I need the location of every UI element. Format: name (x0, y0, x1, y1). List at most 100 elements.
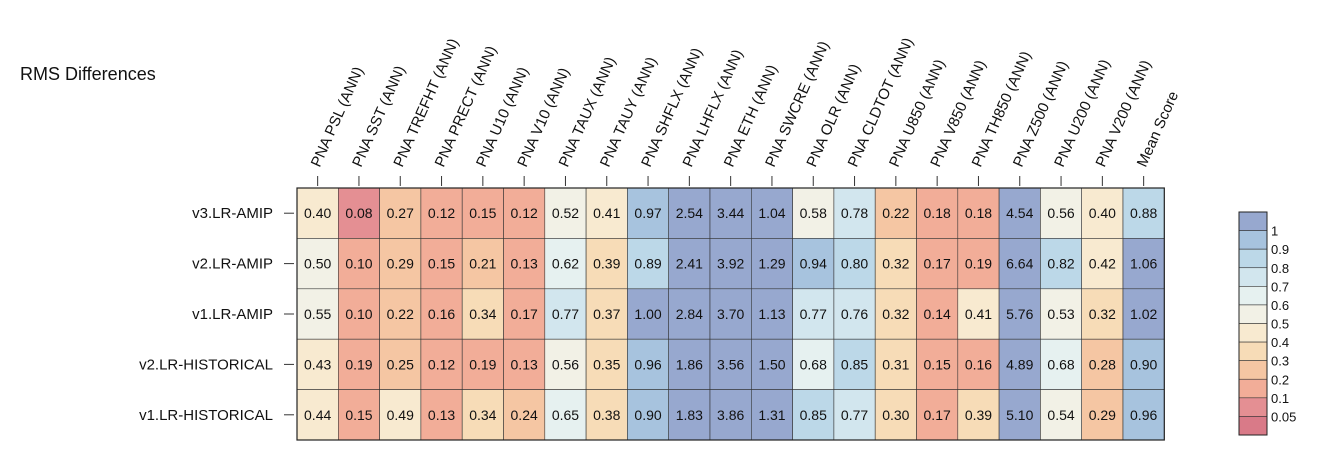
heatmap-cell (1081, 288, 1124, 340)
cell-value: 0.34 (469, 407, 496, 423)
cell-value: 0.54 (1047, 407, 1074, 423)
cell-value: 0.40 (304, 205, 331, 221)
cell-value: 0.38 (593, 407, 620, 423)
cell-value: 1.50 (758, 356, 785, 372)
cell-value: 0.32 (882, 256, 909, 272)
heatmap-cell (998, 238, 1041, 290)
heatmap-cell (296, 288, 339, 340)
cell-value: 1.04 (758, 205, 785, 221)
cell-value: 0.96 (634, 356, 661, 372)
heatmap-cell (503, 338, 546, 390)
colorbar-swatch (1238, 323, 1268, 343)
cell-value: 0.88 (1130, 205, 1157, 221)
cell-value: 0.17 (924, 256, 951, 272)
cell-value: 5.76 (1006, 306, 1033, 322)
cell-value: 0.13 (511, 356, 538, 372)
cell-value: 0.43 (304, 356, 331, 372)
cell-value: 0.13 (511, 256, 538, 272)
heatmap-cell (709, 389, 752, 441)
heatmap-cell (916, 288, 959, 340)
cell-value: 6.64 (1006, 256, 1033, 272)
column-label: Mean Score (1134, 89, 1182, 170)
heatmap-cell (337, 288, 380, 340)
heatmap-cell (627, 288, 670, 340)
cell-value: 0.41 (593, 205, 620, 221)
cell-value: 0.53 (1047, 306, 1074, 322)
colorbar-tick-label: 0.7 (1271, 279, 1289, 294)
cell-value: 0.55 (304, 306, 331, 322)
heatmap-cell (833, 238, 876, 290)
cell-value: 3.44 (717, 205, 744, 221)
cell-value: 0.42 (1089, 256, 1116, 272)
cell-value: 0.18 (924, 205, 951, 221)
heatmap-cell (1122, 238, 1165, 290)
heatmap-cell (668, 389, 711, 441)
cell-value: 0.52 (552, 205, 579, 221)
cell-value: 0.17 (924, 407, 951, 423)
heatmap-cell (750, 187, 793, 239)
heatmap-cell (1040, 288, 1083, 340)
cell-value: 3.56 (717, 356, 744, 372)
cell-value: 0.82 (1047, 256, 1074, 272)
row-label: v1.LR-HISTORICAL (139, 407, 273, 424)
heatmap-cell (792, 389, 835, 441)
cell-value: 0.12 (428, 356, 455, 372)
cell-value: 0.78 (841, 205, 868, 221)
cell-value: 0.32 (882, 306, 909, 322)
cell-value: 0.77 (800, 306, 827, 322)
heatmap-cell (833, 389, 876, 441)
colorbar-tick-label: 0.3 (1271, 354, 1289, 369)
cell-value: 1.06 (1130, 256, 1157, 272)
cell-value: 0.22 (882, 205, 909, 221)
cell-value: 0.15 (924, 356, 951, 372)
colorbar-swatch (1238, 341, 1268, 361)
cell-value: 0.94 (800, 256, 827, 272)
heatmap-cell (1122, 288, 1165, 340)
cell-value: 0.85 (800, 407, 827, 423)
cell-value: 0.21 (469, 256, 496, 272)
cell-value: 0.77 (552, 306, 579, 322)
cell-value: 0.37 (593, 306, 620, 322)
cell-value: 0.27 (387, 205, 414, 221)
cell-value: 3.86 (717, 407, 744, 423)
cell-value: 0.17 (511, 306, 538, 322)
heatmap-cell (1040, 338, 1083, 390)
cell-value: 0.58 (800, 205, 827, 221)
cell-value: 0.85 (841, 356, 868, 372)
cell-value: 0.10 (345, 306, 372, 322)
cell-value: 0.96 (1130, 407, 1157, 423)
colorbar-swatch (1238, 230, 1268, 250)
cell-value: 0.34 (469, 306, 496, 322)
heatmap-cell (957, 338, 1000, 390)
heatmap-cell (874, 238, 917, 290)
cell-value: 1.02 (1130, 306, 1157, 322)
cell-value: 2.41 (676, 256, 703, 272)
cell-value: 0.80 (841, 256, 868, 272)
colorbar-swatch (1238, 360, 1268, 380)
heatmap-cell (709, 187, 752, 239)
cell-value: 0.19 (469, 356, 496, 372)
colorbar-tick-label: 0.9 (1271, 242, 1289, 257)
heatmap-cell (420, 338, 463, 390)
heatmap-cell (957, 238, 1000, 290)
heatmap-cell (668, 238, 711, 290)
heatmap-cell (544, 238, 587, 290)
heatmap-cell (585, 187, 628, 239)
colorbar-tick-label: 1 (1271, 224, 1278, 239)
colorbar-swatch (1238, 286, 1268, 306)
cell-value: 0.90 (1130, 356, 1157, 372)
heatmap-cell (585, 338, 628, 390)
heatmap-cell (585, 238, 628, 290)
cell-value: 0.76 (841, 306, 868, 322)
cell-value: 1.83 (676, 407, 703, 423)
heatmap-cell (420, 288, 463, 340)
cell-value: 3.92 (717, 256, 744, 272)
cell-value: 0.65 (552, 407, 579, 423)
cell-value: 0.19 (965, 256, 992, 272)
cell-value: 0.89 (634, 256, 661, 272)
cell-value: 0.62 (552, 256, 579, 272)
heatmap-cell (585, 288, 628, 340)
colorbar-tick-label: 0.05 (1271, 409, 1296, 424)
heatmap-cell (709, 238, 752, 290)
